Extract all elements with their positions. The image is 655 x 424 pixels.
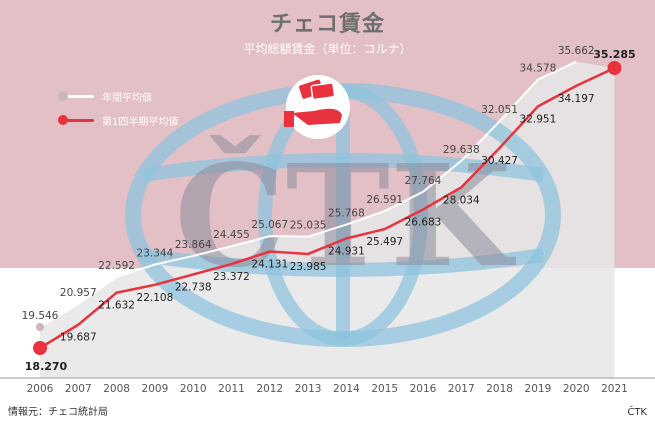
x-tick-label: 2012	[256, 383, 283, 395]
x-tick-label: 2011	[218, 383, 245, 395]
x-tick-label: 2016	[410, 383, 437, 395]
annual-value-label: 25.035	[290, 220, 327, 232]
q1-value-label: 32.951	[520, 113, 557, 125]
x-tick-label: 2017	[448, 383, 475, 395]
series-layer	[33, 60, 622, 355]
credit-note: ČTK	[627, 407, 647, 418]
annual-value-label: 35.662	[558, 45, 595, 57]
x-tick-label: 2018	[486, 383, 513, 395]
annual-value-label: 25.768	[328, 208, 365, 220]
annual-value-label: 25.067	[251, 219, 288, 231]
money-hand-icon	[284, 75, 350, 139]
annual-value-label: 19.546	[22, 310, 59, 322]
x-tick-label: 2013	[295, 383, 322, 395]
annual-marker	[36, 323, 44, 332]
q1-value-label: 24.931	[328, 245, 365, 257]
q1-value-label: 26.683	[405, 217, 442, 229]
annual-value-label: 23.864	[175, 239, 212, 251]
annual-value-label: 22.592	[98, 260, 135, 272]
q1-marker-last	[607, 61, 622, 75]
q1-value-label: 34.197	[558, 93, 595, 105]
x-tick-label: 2006	[27, 383, 54, 395]
x-tick-label: 2019	[525, 383, 552, 395]
annual-value-label: 20.957	[60, 287, 97, 299]
globe-parallel-bottom	[141, 248, 545, 277]
annual-value-label: 34.578	[520, 63, 557, 75]
annual-value-label: 23.344	[137, 248, 174, 260]
annual-line	[39, 60, 577, 328]
x-tick-label: 2015	[371, 383, 398, 395]
q1-value-label: 23.985	[290, 261, 327, 273]
legend-item-annual: 年間平均値	[58, 84, 178, 108]
legend: 年間平均値 第1四半期平均値	[58, 84, 178, 132]
annual-value-label: 26.591	[366, 194, 403, 206]
q1-value-label: 19.687	[60, 332, 97, 344]
annual-value-label: 32.051	[481, 104, 518, 116]
source-note: 情報元：チェコ統計局	[8, 407, 108, 418]
icon-hand	[292, 108, 342, 125]
x-tick-label: 2008	[103, 383, 130, 395]
data-labels-layer: 19.54620.95722.59223.34423.86424.45525.0…	[22, 45, 636, 373]
icon-bill-front	[310, 82, 336, 101]
legend-swatch-q1	[58, 114, 94, 126]
q1-value-label: 35.285	[593, 48, 635, 61]
chart-subtitle: 平均総額賃金（単位：コルナ）	[243, 42, 412, 56]
icon-cuff	[284, 111, 294, 127]
q1-value-label: 22.108	[137, 292, 174, 304]
q1-value-label: 21.632	[98, 300, 135, 312]
q1-value-label: 24.131	[251, 259, 288, 271]
legend-label-q1: 第1四半期平均値	[102, 116, 179, 128]
legend-label-annual: 年間平均値	[102, 92, 152, 104]
q1-value-label: 18.270	[25, 360, 68, 373]
x-tick-label: 2010	[180, 383, 207, 395]
x-axis: 2006 2007 2008 2009 2010 2011 2012 2013 2014 2015…	[0, 377, 655, 395]
annual-value-label: 24.455	[213, 229, 250, 241]
globe-parallel-top	[141, 153, 545, 182]
q1-value-label: 30.427	[481, 155, 518, 167]
x-tick-label: 2007	[65, 383, 92, 395]
chart-title: チェコ賃金	[269, 12, 385, 37]
legend-item-q1: 第1四半期平均値	[58, 108, 178, 132]
legend-swatch-annual	[58, 90, 94, 102]
annual-value-label: 29.638	[443, 144, 480, 156]
x-tick-label: 2021	[601, 383, 628, 395]
q1-value-label: 28.034	[443, 194, 480, 206]
x-tick-label: 2020	[563, 383, 590, 395]
q1-value-label: 22.738	[175, 281, 212, 293]
q1-value-label: 25.497	[366, 236, 403, 248]
q1-value-label: 23.372	[213, 271, 250, 283]
q1-marker-first	[33, 341, 47, 355]
q1-line	[39, 66, 616, 350]
x-tick-label: 2014	[333, 383, 360, 395]
annual-value-label: 27.764	[405, 175, 442, 187]
x-tick-label: 2009	[142, 383, 169, 395]
